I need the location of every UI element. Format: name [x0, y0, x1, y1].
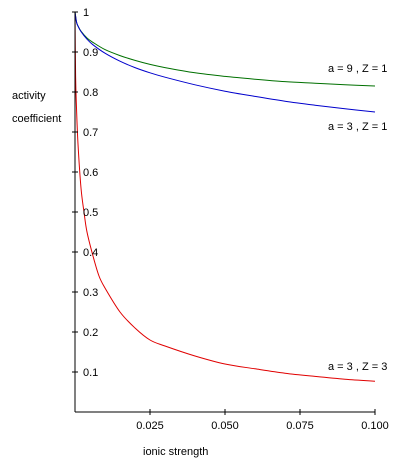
series-line-3 — [74, 11, 376, 382]
y-tick-label: 0.8 — [83, 87, 98, 99]
series-label-3: a = 3 , Z = 3 — [328, 361, 387, 373]
x-tick-label: 0.100 — [361, 420, 389, 432]
series-layer — [74, 11, 376, 382]
series-line-2 — [74, 11, 376, 113]
y-tick-label: 0.2 — [83, 327, 98, 339]
x-tick-label: 0.025 — [136, 420, 164, 432]
x-tick-label: 0.050 — [211, 420, 239, 432]
y-tick-label: 0.9 — [83, 47, 98, 59]
y-axis-label-line-1: activity — [12, 90, 46, 102]
y-tick-label: 1 — [83, 7, 89, 19]
series-label-1: a = 9 , Z = 1 — [328, 63, 387, 75]
series-label-2: a = 3 , Z = 1 — [328, 121, 387, 133]
series-labels-layer: a = 9 , Z = 1 a = 3 , Z = 1 a = 3 , Z = 3 — [328, 63, 387, 373]
y-tick-label: 0.5 — [83, 207, 98, 219]
y-axis-label-line-2: coefficient — [12, 113, 61, 125]
y-tick-label: 0.4 — [83, 247, 98, 259]
y-tick-label: 0.7 — [83, 127, 98, 139]
y-tick-label: 0.1 — [83, 367, 98, 379]
ticks-layer: 0.1 0.2 0.3 0.4 0.5 0.6 0.7 0.8 0.9 1 0.025 0.050 0.… — [72, 7, 389, 432]
y-tick-label: 0.6 — [83, 167, 98, 179]
x-axis-label: ionic strength — [143, 446, 208, 458]
x-tick-label: 0.075 — [286, 420, 314, 432]
y-tick-label: 0.3 — [83, 287, 98, 299]
